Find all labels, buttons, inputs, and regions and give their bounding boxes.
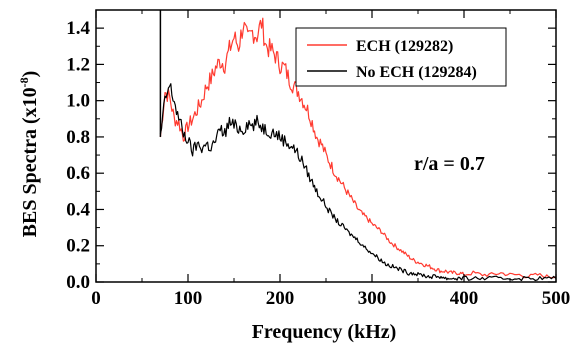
y-axis-title-main: BES Spectra (x10	[19, 87, 41, 237]
series-line-no-ech	[159, 83, 557, 282]
y-tick-label: 1.4	[66, 18, 90, 39]
series-layer	[159, 10, 557, 282]
y-axis-title-text: BES Spectra (x10-8)	[17, 71, 41, 238]
x-tick-label: 0	[91, 288, 101, 309]
y-axis-title-close: )	[19, 71, 41, 78]
y-axis-title-exponent: -8	[17, 77, 31, 87]
x-axis-title: Frequency (kHz)	[252, 321, 397, 343]
legend: ECH (129282) No ECH (129284)	[295, 27, 507, 87]
y-tick-label: 0.8	[66, 127, 90, 148]
x-tick-label: 300	[358, 288, 387, 309]
y-tick-label: 0.6	[66, 163, 90, 184]
axes-layer: 0 100 200 300 400 500 0.0 0.2 0.4 0.6 0.8 1.0 1.2 1.4	[66, 9, 571, 309]
series-line-ech	[159, 17, 557, 279]
legend-label-ech: ECH (129282)	[356, 38, 453, 55]
y-tick-label: 0.0	[66, 272, 90, 293]
x-tick-label: 200	[266, 288, 295, 309]
y-tick-label: 0.2	[66, 236, 90, 257]
legend-box	[295, 27, 507, 87]
y-axis-title: BES Spectra (x10-8)	[17, 71, 41, 238]
x-tick-label: 100	[174, 288, 203, 309]
legend-label-no-ech: No ECH (129284)	[356, 64, 477, 81]
x-tick-label: 500	[542, 288, 571, 309]
x-tick-label: 400	[450, 288, 479, 309]
y-tick-label: 1.0	[66, 91, 90, 112]
annotation-r-over-a: r/a = 0.7	[414, 153, 485, 175]
y-tick-label: 0.4	[66, 199, 90, 220]
y-tick-label: 1.2	[66, 54, 90, 75]
